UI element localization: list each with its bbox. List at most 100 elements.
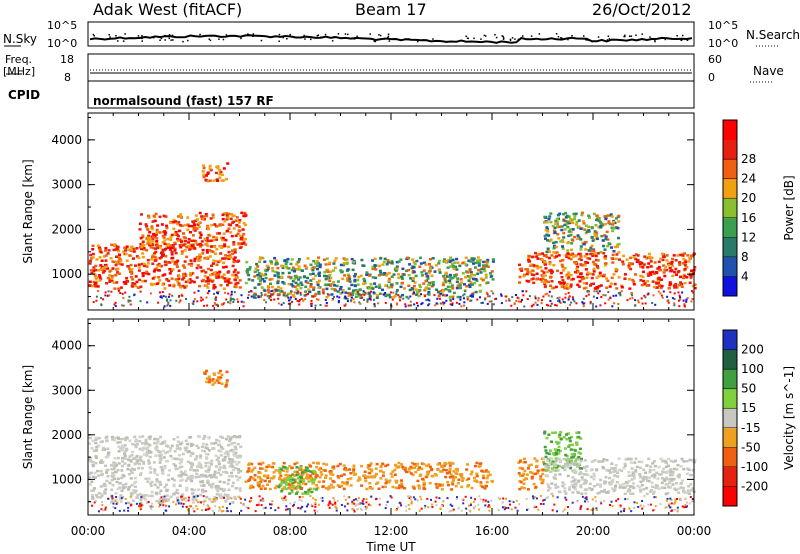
power-cell <box>590 226 594 230</box>
power-cell <box>549 276 552 279</box>
power-cell <box>451 287 455 290</box>
power-cell <box>354 289 358 292</box>
power-cell <box>281 266 285 270</box>
velocity-speckle <box>624 498 627 501</box>
power-cell <box>612 250 616 253</box>
velocity-speckle <box>438 497 441 500</box>
velocity-cell <box>687 485 691 488</box>
velocity-cell <box>158 454 162 458</box>
power-cell <box>561 247 565 250</box>
velocity-cell <box>253 478 257 482</box>
power-cell <box>603 215 607 218</box>
velocity-cell <box>666 470 670 473</box>
power-cell <box>567 230 571 233</box>
power-cell <box>576 265 580 269</box>
power-cell <box>270 262 274 265</box>
velocity-cell <box>582 482 586 485</box>
power-speckle <box>249 290 252 292</box>
velocity-cell <box>664 483 668 486</box>
power-speckle <box>660 294 663 297</box>
power-cell <box>157 262 161 266</box>
power-cell <box>125 279 129 283</box>
power-cell <box>106 252 110 255</box>
power-cell <box>602 252 606 255</box>
velocity-cell <box>585 480 588 483</box>
nsky-dot <box>387 35 390 38</box>
velocity-speckle <box>579 506 582 509</box>
velocity-cell <box>231 458 234 461</box>
power-cell <box>592 249 596 253</box>
power-speckle <box>197 289 200 292</box>
velocity-speckle <box>609 504 611 506</box>
power-cell <box>460 281 464 284</box>
nsky-dot <box>664 38 666 41</box>
power-speckle <box>277 293 280 296</box>
velocity-cell <box>100 494 104 498</box>
power-cell <box>552 264 556 267</box>
power-cell <box>551 224 555 228</box>
power-cell <box>313 294 317 298</box>
power-cell <box>563 223 567 227</box>
power-speckle <box>470 294 473 297</box>
power-cell <box>359 296 363 299</box>
velocity-cell <box>123 444 127 447</box>
velocity-cell <box>630 474 634 477</box>
velocity-cell <box>231 450 235 453</box>
power-cell <box>581 275 585 279</box>
power-cell <box>191 234 195 237</box>
velocity-cell <box>595 483 599 486</box>
power-cell <box>134 264 137 267</box>
power-cell <box>116 247 120 251</box>
power-cell <box>604 217 608 221</box>
velocity-cell <box>308 463 312 467</box>
velocity-cell <box>539 478 543 481</box>
power-cell <box>620 284 624 288</box>
power-cell <box>593 287 597 290</box>
velocity-cell <box>356 479 360 482</box>
power-cell <box>469 281 473 284</box>
velocity-speckle <box>283 497 286 500</box>
velocity-cell <box>343 481 347 485</box>
power-cell <box>430 274 434 278</box>
power-speckle <box>227 292 230 295</box>
power-speckle <box>463 304 465 307</box>
power-cell <box>629 267 633 271</box>
velocity-cell <box>303 490 307 494</box>
velocity-cell <box>133 468 137 471</box>
velocity-cell <box>642 468 646 472</box>
velocity-cell <box>88 475 92 479</box>
power-cell <box>411 288 415 291</box>
velocity-cell <box>444 475 448 479</box>
velocity-cell <box>475 461 479 465</box>
power-cell <box>146 258 150 262</box>
velocity-cell <box>124 438 128 442</box>
power-cell <box>153 268 157 271</box>
power-cell <box>621 260 625 263</box>
velocity-cell <box>134 456 138 459</box>
velocity-cell <box>204 474 208 477</box>
velocity-cell <box>147 461 151 464</box>
velocity-cell <box>138 435 142 439</box>
power-cell <box>670 260 674 264</box>
nsky-dot <box>356 35 358 38</box>
velocity-cell <box>689 483 693 486</box>
freq-unit-label: [MHz] <box>3 65 36 78</box>
velocity-cell <box>681 486 685 490</box>
velocity-cell <box>634 469 638 472</box>
power-speckle <box>95 299 98 302</box>
power-cell <box>428 269 432 273</box>
velocity-cell <box>563 490 567 493</box>
velocity-cell <box>274 469 278 472</box>
power-cell <box>177 277 181 281</box>
power-cell <box>368 294 372 298</box>
velocity-cell <box>296 481 300 485</box>
power-cell <box>591 260 595 264</box>
power-cell <box>212 179 216 182</box>
velocity-speckle <box>666 506 669 509</box>
velocity-cell <box>344 468 348 472</box>
velocity-cell <box>529 463 533 466</box>
power-cell <box>547 234 551 237</box>
velocity-cell <box>96 437 100 440</box>
power-cell <box>181 278 185 281</box>
velocity-speckle <box>360 507 363 510</box>
